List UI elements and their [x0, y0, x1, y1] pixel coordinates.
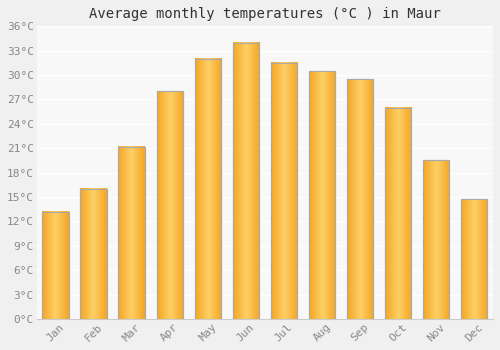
Bar — [42, 212, 69, 319]
Bar — [270, 63, 297, 319]
Bar — [156, 91, 183, 319]
Bar — [80, 189, 107, 319]
Bar — [232, 43, 259, 319]
Bar — [460, 199, 487, 319]
Bar — [42, 212, 69, 319]
Bar — [80, 189, 107, 319]
Bar — [460, 199, 487, 319]
Bar — [422, 160, 450, 319]
Bar — [308, 71, 335, 319]
Bar — [308, 71, 335, 319]
Bar — [194, 59, 221, 319]
Bar — [346, 79, 374, 319]
Bar — [270, 63, 297, 319]
Bar — [346, 79, 374, 319]
Bar — [232, 43, 259, 319]
Bar — [384, 107, 411, 319]
Title: Average monthly temperatures (°C ) in Maur: Average monthly temperatures (°C ) in Ma… — [89, 7, 441, 21]
Bar — [422, 160, 450, 319]
Bar — [118, 147, 145, 319]
Bar — [384, 107, 411, 319]
Bar — [194, 59, 221, 319]
Bar — [118, 147, 145, 319]
Bar — [156, 91, 183, 319]
